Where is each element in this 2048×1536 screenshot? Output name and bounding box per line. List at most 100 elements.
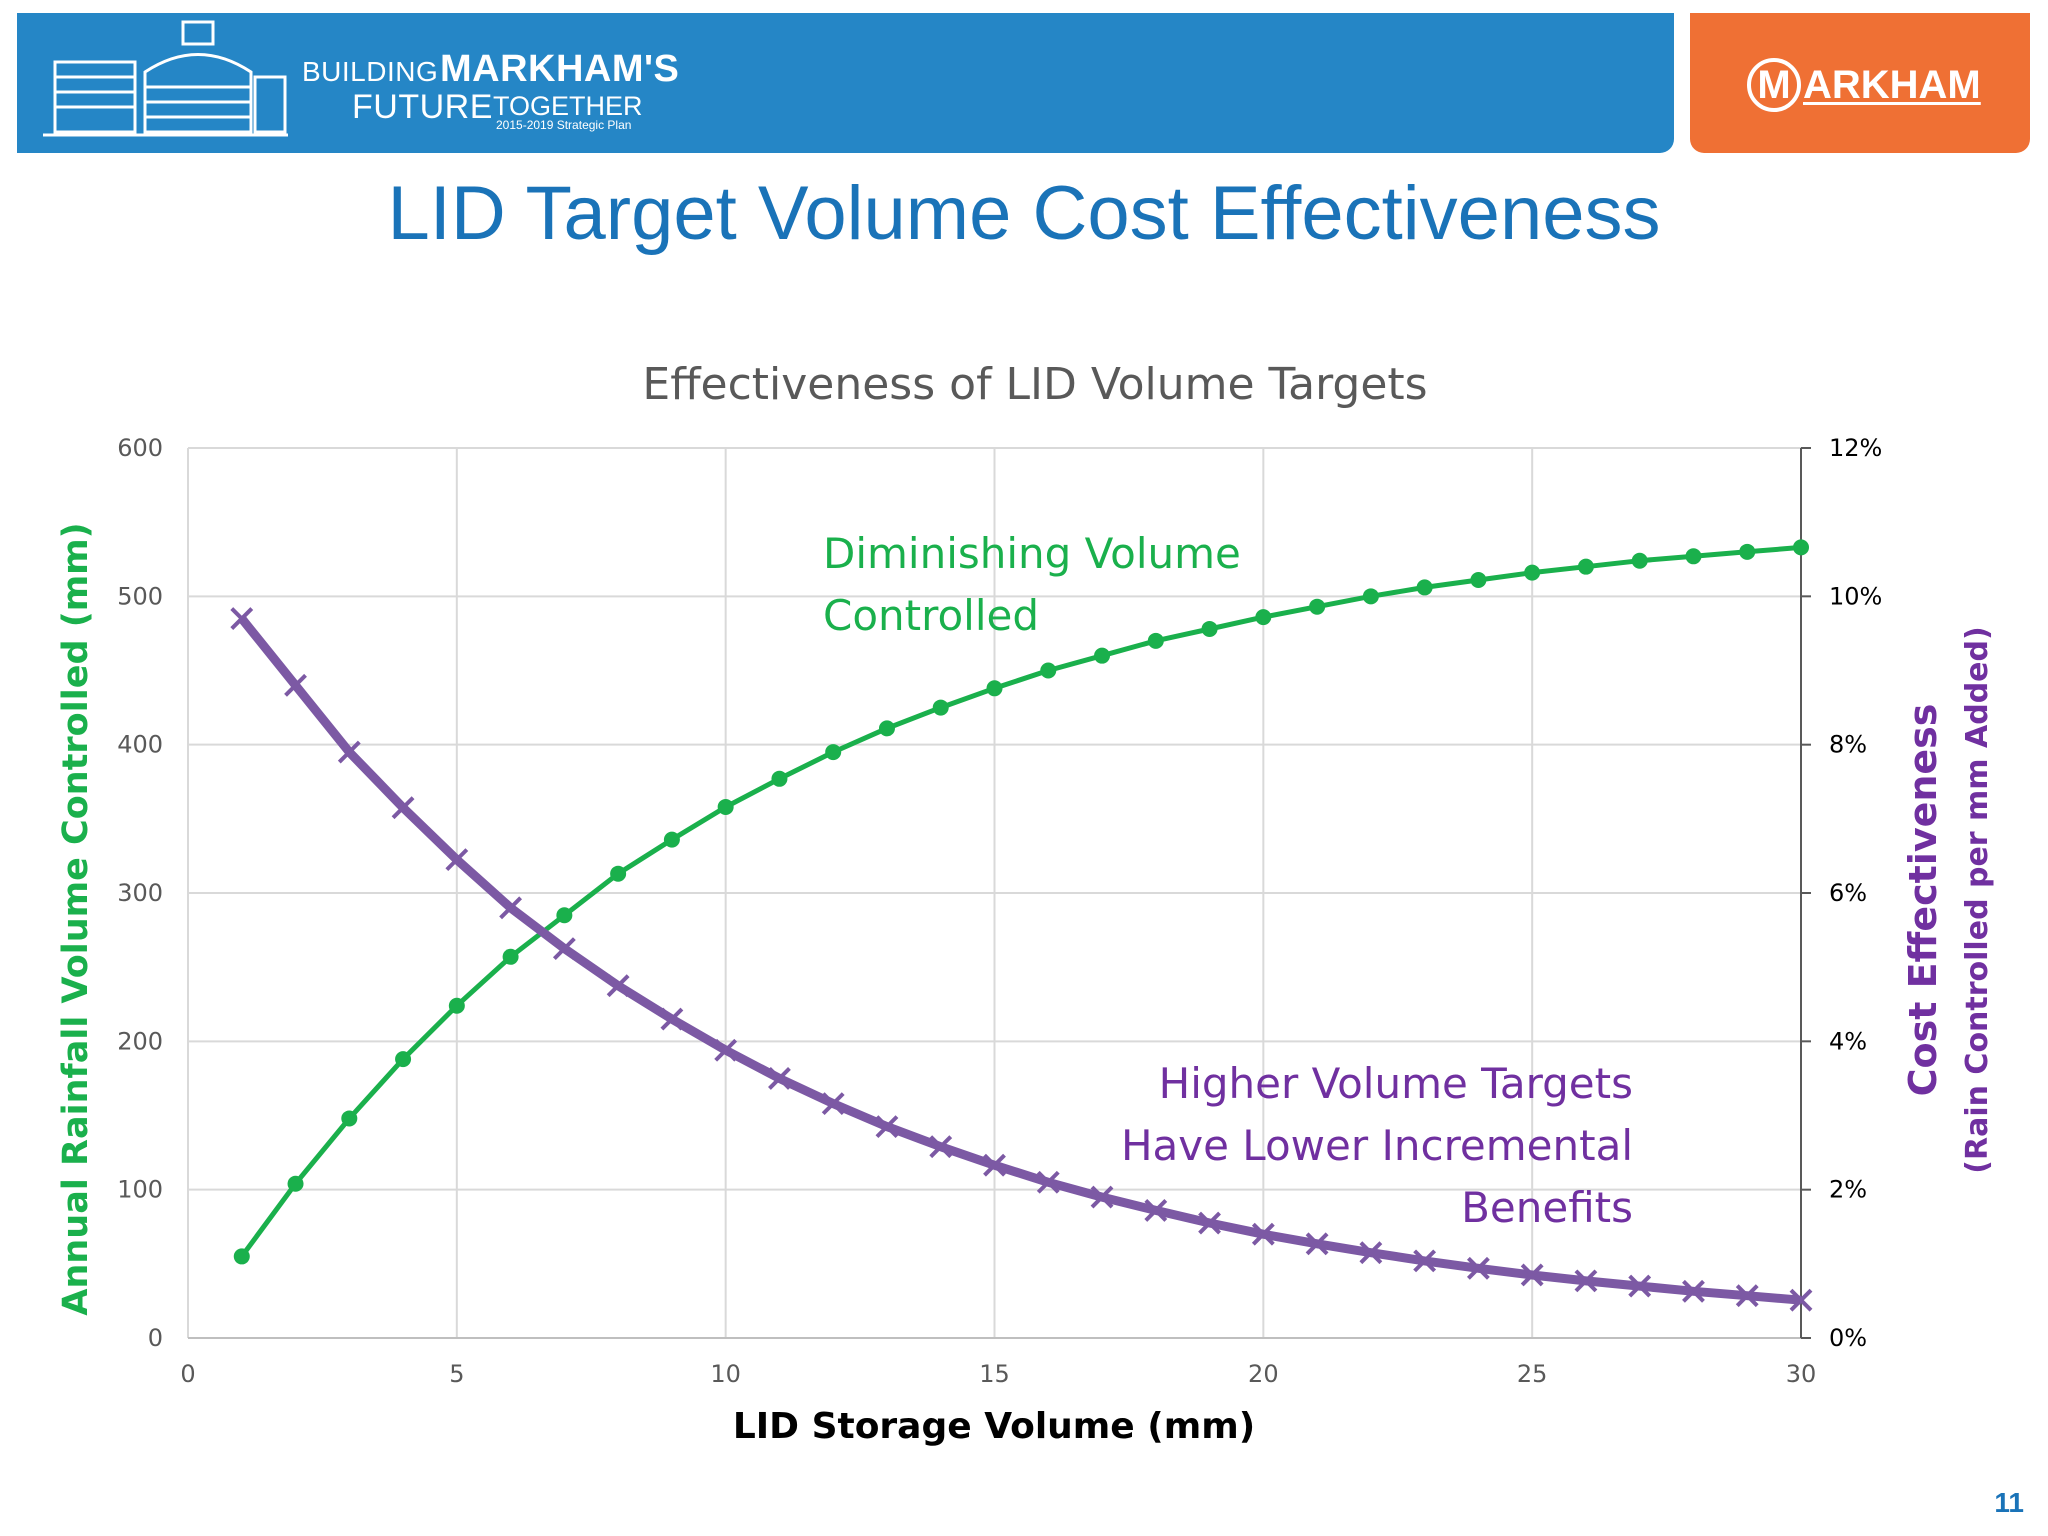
series-2-point (445, 848, 469, 872)
y-right-tick-label: 8% (1829, 731, 1867, 759)
series-1-point (1416, 579, 1433, 596)
y-left-tick-label: 500 (117, 582, 163, 610)
markham-logo-text: ARKHAM (1803, 63, 1981, 107)
logo-banner (1690, 13, 2030, 153)
series-1-point (610, 865, 627, 882)
series-2-point (1735, 1284, 1759, 1308)
annotation-higher-targets-line: Higher Volume Targets (1159, 1059, 1633, 1108)
series-2-point (875, 1115, 899, 1139)
series-1-point (1201, 620, 1218, 637)
series-2-point (660, 1007, 684, 1031)
series-2-point (1520, 1263, 1544, 1287)
series-2-point (1305, 1232, 1329, 1256)
x-tick-label: 10 (710, 1360, 741, 1388)
series-1-point (1470, 572, 1487, 589)
series-2-point (1251, 1222, 1275, 1246)
series-2-point (337, 740, 361, 764)
series-1-line (239, 544, 1802, 1258)
tagline-together: TOGETHER (493, 91, 643, 121)
y-right-tick-label: 4% (1829, 1027, 1867, 1055)
series-2-point (230, 607, 254, 630)
series-1-point (825, 744, 842, 761)
series-1-point (448, 997, 465, 1014)
series-2-point (821, 1092, 845, 1116)
series-2-point (1359, 1241, 1383, 1265)
series-1-point (1362, 588, 1379, 605)
series-1-point (556, 907, 573, 924)
header-banner (17, 13, 1674, 153)
series-1-point (1739, 543, 1756, 560)
series-2-point (1789, 1288, 1813, 1312)
markham-logo-ring: M (1747, 58, 1801, 112)
series-1-point (771, 770, 788, 787)
series-2-point (606, 974, 630, 998)
y-axis-right-label-subtitle: (Rain Controlled per mm Added) (1960, 626, 1995, 1173)
series-2-point (1090, 1185, 1114, 1209)
series-1-point (1524, 564, 1541, 581)
series-1-point (717, 798, 734, 815)
series-2-point (284, 673, 307, 697)
series-1-point (1793, 539, 1809, 556)
y-left-tick-label: 0 (148, 1324, 163, 1352)
markham-logo: M ARKHAM (1747, 58, 1981, 112)
page-number: 11 (1994, 1487, 2024, 1518)
y-axis-left-label: Annual Rainfall Volume Controlled (mm) (56, 522, 96, 1315)
y-left-tick-label: 600 (117, 434, 163, 462)
series-1-point (1040, 662, 1057, 679)
chart-axes: 0 5 10 15 20 25 3001002003004005006000%2%4%6%8… (117, 434, 1882, 1388)
y-right-tick-label: 6% (1829, 879, 1867, 907)
slide-title: LID Target Volume Cost Effectiveness (387, 171, 1661, 256)
series-1-point (932, 699, 949, 716)
tagline-markhams: MARKHAM'S (440, 48, 680, 90)
y-left-tick-label: 300 (117, 879, 163, 907)
series-1-point (878, 720, 895, 737)
series-1-point (233, 1248, 250, 1265)
chart-series (230, 539, 1813, 1312)
annotation-higher-targets-line: Have Lower Incremental (1121, 1121, 1633, 1170)
y-right-tick-label: 2% (1829, 1176, 1867, 1204)
y-axis-right-label-title: Cost Effectiveness (1901, 704, 1945, 1097)
series-1-point (1309, 598, 1326, 615)
y-left-tick-label: 100 (117, 1176, 163, 1204)
series-2-point (499, 896, 523, 920)
series-2-point (1413, 1249, 1437, 1273)
annotation-diminishing-line: Controlled (823, 591, 1039, 640)
x-tick-label: 5 (449, 1360, 464, 1388)
series-1-point (395, 1051, 412, 1068)
y-right-tick-label: 0% (1829, 1324, 1867, 1352)
series-2-point (1036, 1170, 1060, 1194)
city-hall-icon (43, 20, 288, 137)
annotation-diminishing-line: Diminishing Volume (823, 529, 1241, 578)
series-1-point (1094, 647, 1111, 664)
series-2-point (983, 1153, 1006, 1177)
series-2-point (1466, 1256, 1490, 1280)
chart-annotations: Diminishing Volume Controlled Higher Volum… (823, 529, 1633, 1232)
series-1-point (1631, 552, 1648, 569)
x-tick-label: 25 (1517, 1360, 1548, 1388)
annotation-higher-targets-line: Benefits (1461, 1183, 1633, 1232)
chart-title: Effectiveness of LID Volume Targets (642, 359, 1427, 410)
series-1-point (502, 948, 519, 965)
y-left-tick-label: 200 (117, 1027, 163, 1055)
series-2-point (929, 1135, 953, 1159)
series-1-point (1685, 548, 1702, 565)
series-1-point (986, 680, 1003, 697)
series-2-point (391, 796, 415, 820)
series-1-point (1147, 632, 1164, 649)
tagline-plan: 2015-2019 Strategic Plan (496, 118, 632, 132)
y-right-tick-label: 12% (1829, 434, 1882, 462)
series-2-point (552, 937, 576, 961)
series-1-point (1255, 609, 1272, 626)
series-2-point (1198, 1211, 1221, 1235)
tagline-building: BUILDING (302, 56, 439, 87)
series-2-point (1682, 1279, 1705, 1303)
series-2-point (1574, 1269, 1598, 1293)
series-2-point (1144, 1199, 1168, 1222)
series-1-point (341, 1110, 358, 1127)
series-1-point (1577, 558, 1594, 575)
series-2-point (768, 1067, 791, 1090)
x-tick-label: 20 (1248, 1360, 1279, 1388)
x-tick-label: 0 (180, 1360, 195, 1388)
x-axis-label: LID Storage Volume (mm) (733, 1406, 1255, 1447)
